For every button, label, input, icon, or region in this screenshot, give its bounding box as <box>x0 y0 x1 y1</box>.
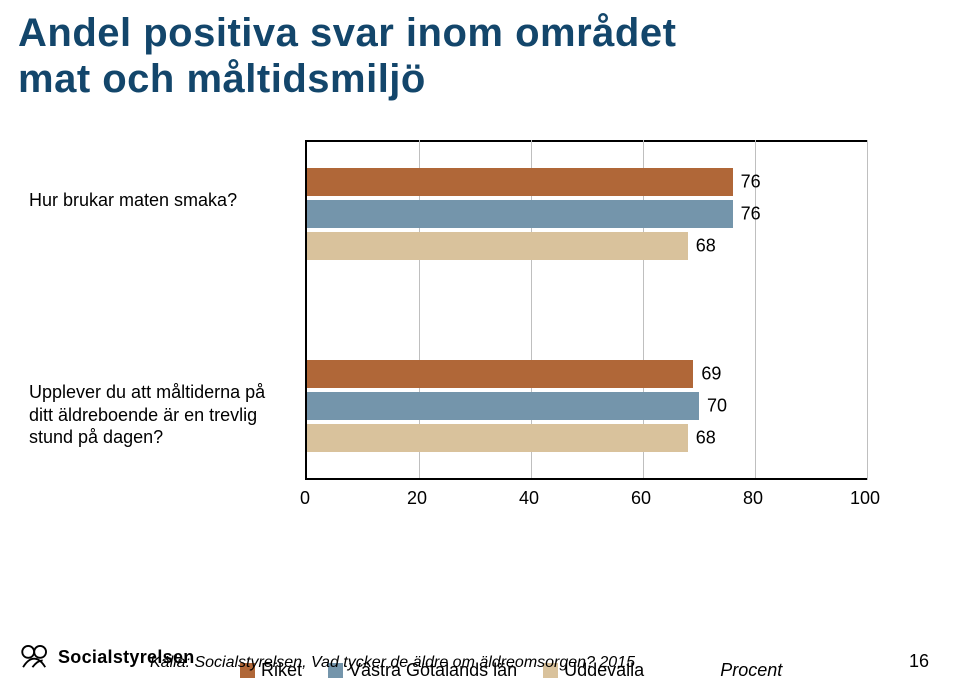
bar: 69 <box>307 360 693 388</box>
x-tick-label: 100 <box>850 488 880 509</box>
page-number: 16 <box>909 651 929 672</box>
x-tick-label: 20 <box>407 488 427 509</box>
category-label: Upplever du att måltiderna på ditt äldre… <box>29 381 279 449</box>
x-tick-label: 0 <box>300 488 310 509</box>
title-line-1: Andel positiva svar inom området <box>18 11 676 55</box>
chart-plot-area: Hur brukar maten smaka?767668Upplever du… <box>305 140 867 480</box>
bar-group: Hur brukar maten smaka?767668 <box>307 168 867 260</box>
bar-value-label: 68 <box>696 236 716 257</box>
source-citation: Källa: Socialstyrelsen, Vad tycker de äl… <box>150 654 635 672</box>
chart: Hur brukar maten smaka?767668Upplever du… <box>40 140 910 480</box>
x-tick-label: 60 <box>631 488 651 509</box>
bar: 76 <box>307 168 733 196</box>
bar-value-label: 69 <box>701 364 721 385</box>
x-tick-label: 40 <box>519 488 539 509</box>
bar: 76 <box>307 200 733 228</box>
bar-value-label: 70 <box>707 396 727 417</box>
title-line-2: mat och måltidsmiljö <box>18 57 426 101</box>
bar-value-label: 76 <box>741 172 761 193</box>
page-title: Andel positiva svar inom området mat och… <box>18 10 676 102</box>
bar-value-label: 68 <box>696 428 716 449</box>
x-tick-label: 80 <box>743 488 763 509</box>
bar: 70 <box>307 392 699 420</box>
bar-value-label: 76 <box>741 204 761 225</box>
bar: 68 <box>307 232 688 260</box>
x-axis-label: Procent <box>720 660 782 681</box>
gridline <box>867 140 868 480</box>
logo-icon <box>18 640 52 674</box>
category-label: Hur brukar maten smaka? <box>29 189 279 212</box>
bar: 68 <box>307 424 688 452</box>
bar-group: Upplever du att måltiderna på ditt äldre… <box>307 360 867 452</box>
